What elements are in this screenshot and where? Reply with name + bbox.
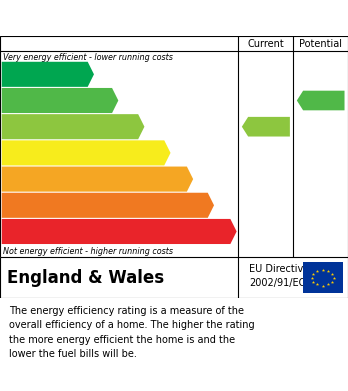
Text: (69-80): (69-80)	[4, 122, 32, 131]
Text: (92-100): (92-100)	[4, 70, 37, 79]
Text: Very energy efficient - lower running costs: Very energy efficient - lower running co…	[3, 53, 173, 62]
Text: (81-91): (81-91)	[4, 96, 32, 105]
Text: (21-38): (21-38)	[4, 201, 32, 210]
Polygon shape	[2, 167, 193, 192]
Polygon shape	[2, 114, 144, 139]
Text: B: B	[104, 94, 114, 107]
Polygon shape	[2, 219, 237, 244]
Text: EU Directive
2002/91/EC: EU Directive 2002/91/EC	[249, 264, 309, 288]
Bar	[303, 262, 343, 293]
Text: G: G	[222, 225, 233, 238]
Polygon shape	[2, 62, 94, 87]
Polygon shape	[297, 91, 345, 110]
Polygon shape	[242, 117, 290, 136]
Text: 80: 80	[258, 120, 277, 134]
Text: (39-54): (39-54)	[4, 175, 32, 184]
Text: Potential: Potential	[299, 39, 342, 48]
Text: (55-68): (55-68)	[4, 149, 32, 158]
Text: (1-20): (1-20)	[4, 227, 27, 236]
Text: Current: Current	[247, 39, 284, 48]
Text: Energy Efficiency Rating: Energy Efficiency Rating	[9, 11, 230, 26]
Polygon shape	[2, 140, 171, 165]
Text: D: D	[156, 146, 167, 160]
Polygon shape	[2, 193, 214, 218]
Text: The energy efficiency rating is a measure of the
overall efficiency of a home. T: The energy efficiency rating is a measur…	[9, 306, 254, 359]
Text: C: C	[130, 120, 140, 133]
Text: F: F	[200, 199, 209, 212]
Text: A: A	[79, 68, 90, 81]
Text: 89: 89	[313, 93, 332, 108]
Text: Not energy efficient - higher running costs: Not energy efficient - higher running co…	[3, 247, 174, 256]
Text: England & Wales: England & Wales	[7, 269, 164, 287]
Text: E: E	[179, 172, 188, 186]
Polygon shape	[2, 88, 118, 113]
